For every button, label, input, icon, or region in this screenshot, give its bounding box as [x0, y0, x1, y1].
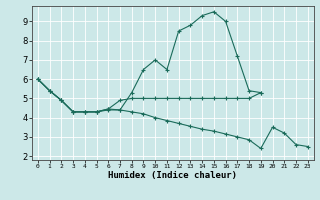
X-axis label: Humidex (Indice chaleur): Humidex (Indice chaleur): [108, 171, 237, 180]
